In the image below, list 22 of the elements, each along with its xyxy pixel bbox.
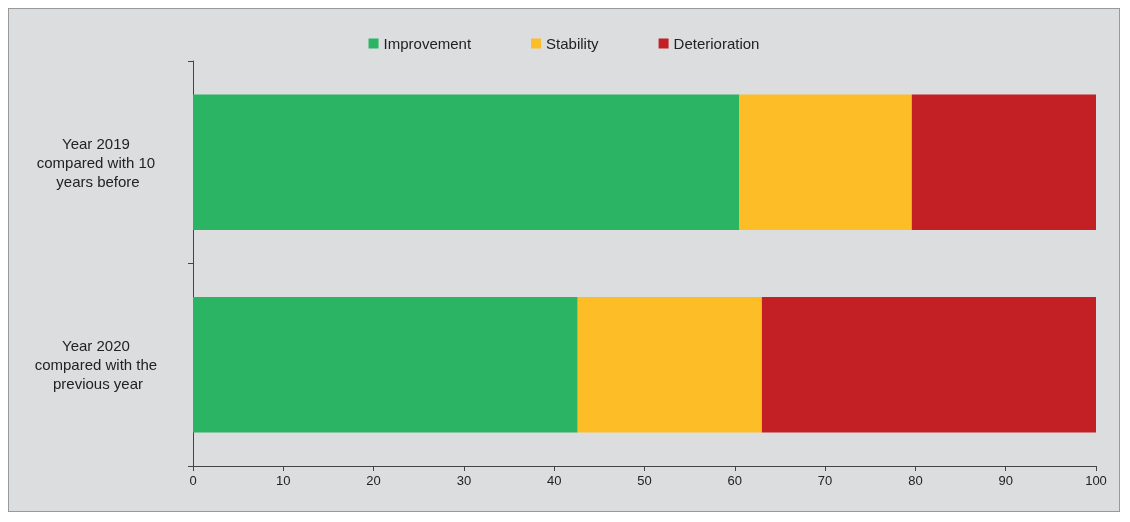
y-tick-label: Year 2020 compared with the previous year <box>34 337 162 393</box>
bar <box>193 94 740 231</box>
x-tick-label: 60 <box>727 473 743 488</box>
x-tick-label: 10 <box>276 473 291 488</box>
y-tick-label: Year 2019 compared with 10 years before <box>36 134 160 190</box>
x-tick-label: 40 <box>546 473 562 488</box>
x-tick-label: 80 <box>908 473 923 488</box>
x-tick-label: 0 <box>189 473 197 488</box>
x-tick-label: 20 <box>366 473 381 488</box>
x-tick-label: 100 <box>1085 473 1107 488</box>
legend-label: Improvement <box>383 35 472 52</box>
x-tick-label: 90 <box>998 473 1013 488</box>
bar <box>761 296 1096 433</box>
x-tick-label: 30 <box>456 473 472 488</box>
x-tick-label: 70 <box>817 473 833 488</box>
legend-label: Deterioration <box>673 35 760 52</box>
bar <box>911 94 1096 231</box>
bar <box>577 296 762 433</box>
bar <box>193 296 578 433</box>
x-tick-label: 50 <box>637 473 652 488</box>
legend-label: Stability <box>546 35 600 52</box>
bar <box>739 94 912 231</box>
